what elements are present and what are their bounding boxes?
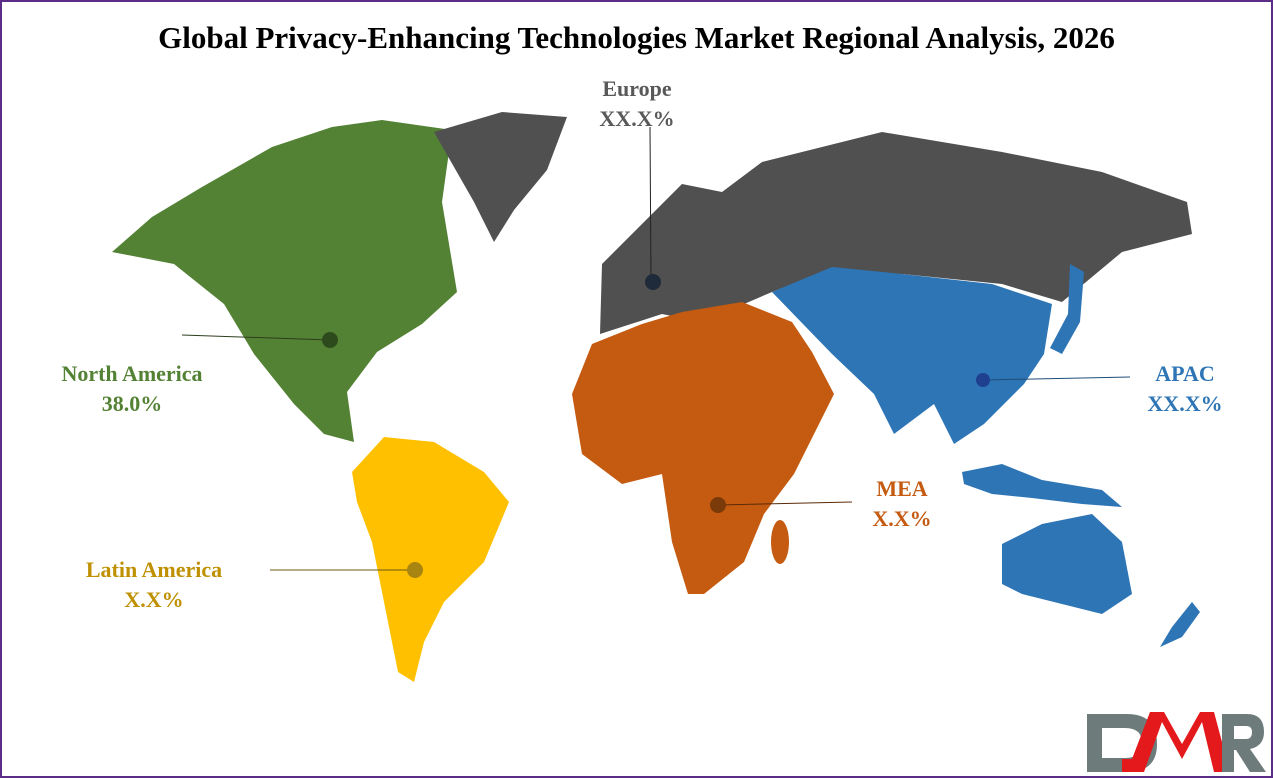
region-greenland bbox=[434, 112, 567, 242]
label-north-america: North America 38.0% bbox=[61, 359, 202, 419]
label-mea: MEA X.X% bbox=[872, 474, 931, 534]
label-europe: Europe XX.X% bbox=[599, 74, 674, 134]
north-america-marker bbox=[181, 332, 338, 348]
region-value: X.X% bbox=[124, 587, 184, 612]
europe-marker bbox=[645, 126, 661, 290]
region-value: XX.X% bbox=[599, 106, 675, 131]
region-name: APAC bbox=[1155, 361, 1215, 386]
region-europe[interactable] bbox=[600, 132, 1192, 334]
label-apac: APAC XX.X% bbox=[1147, 359, 1222, 419]
region-north-america[interactable] bbox=[112, 120, 457, 442]
region-name: MEA bbox=[876, 476, 928, 501]
australia bbox=[1002, 514, 1132, 614]
madagascar bbox=[771, 520, 789, 564]
japan bbox=[1050, 264, 1084, 354]
region-latin-america[interactable] bbox=[352, 437, 509, 682]
region-name: Latin America bbox=[85, 557, 223, 582]
latin-america-marker bbox=[270, 562, 423, 578]
region-value: XX.X% bbox=[1147, 391, 1223, 416]
region-mea[interactable] bbox=[572, 302, 834, 594]
apac-marker bbox=[976, 373, 1131, 387]
map-title: Global Privacy-Enhancing Technologies Ma… bbox=[158, 20, 1115, 55]
mea-marker bbox=[710, 497, 853, 513]
region-apac[interactable] bbox=[772, 267, 1052, 444]
dmr-logo bbox=[1087, 712, 1266, 772]
label-latin-america: Latin America X.X% bbox=[86, 555, 222, 615]
region-name: North America bbox=[61, 361, 203, 386]
region-value: 38.0% bbox=[101, 391, 163, 416]
region-name: Europe bbox=[602, 76, 672, 101]
indonesia bbox=[962, 464, 1122, 507]
region-value: X.X% bbox=[872, 506, 932, 531]
new-zealand bbox=[1160, 602, 1200, 647]
